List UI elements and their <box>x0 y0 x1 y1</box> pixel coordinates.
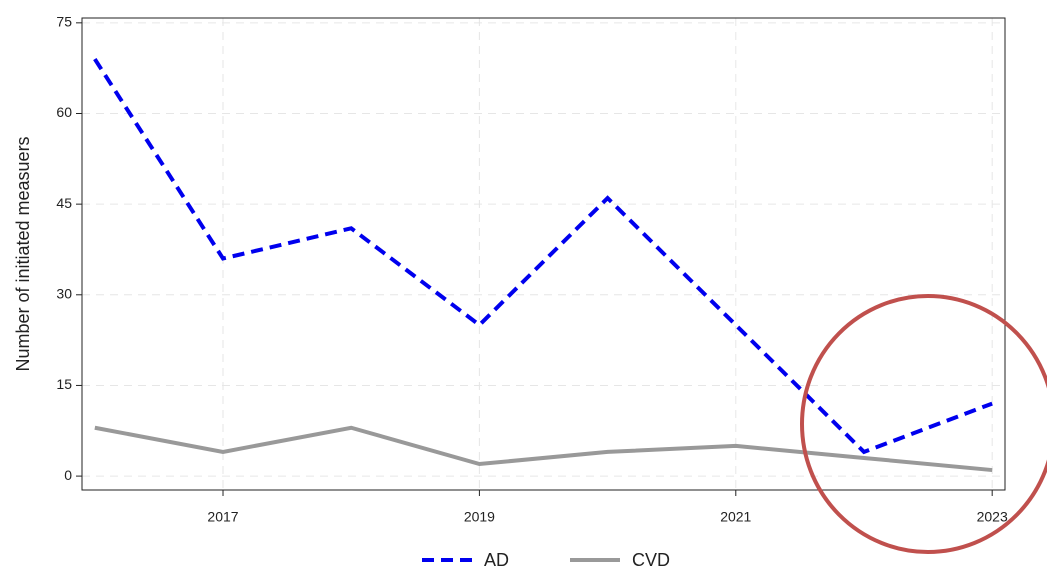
x-tick-label: 2019 <box>464 509 495 525</box>
x-tick-label: 2023 <box>977 509 1008 525</box>
y-tick-label: 15 <box>56 376 72 392</box>
y-tick-label: 30 <box>56 285 72 301</box>
x-tick-label: 2017 <box>207 509 238 525</box>
line-ad <box>93 58 993 455</box>
line-cvd <box>94 425 993 473</box>
y-tick-label: 75 <box>56 14 72 30</box>
y-tick-label: 45 <box>56 195 72 211</box>
legend-label: AD <box>484 550 509 570</box>
y-tick-label: 60 <box>56 104 72 120</box>
highlight-circle <box>800 294 1047 554</box>
plot-frame <box>81 17 1006 491</box>
y-tick-label: 0 <box>64 467 72 483</box>
x-tick-label: 2021 <box>720 509 751 525</box>
legend-label: CVD <box>632 550 670 570</box>
y-axis-label: Number of initiated measuers <box>13 136 33 371</box>
